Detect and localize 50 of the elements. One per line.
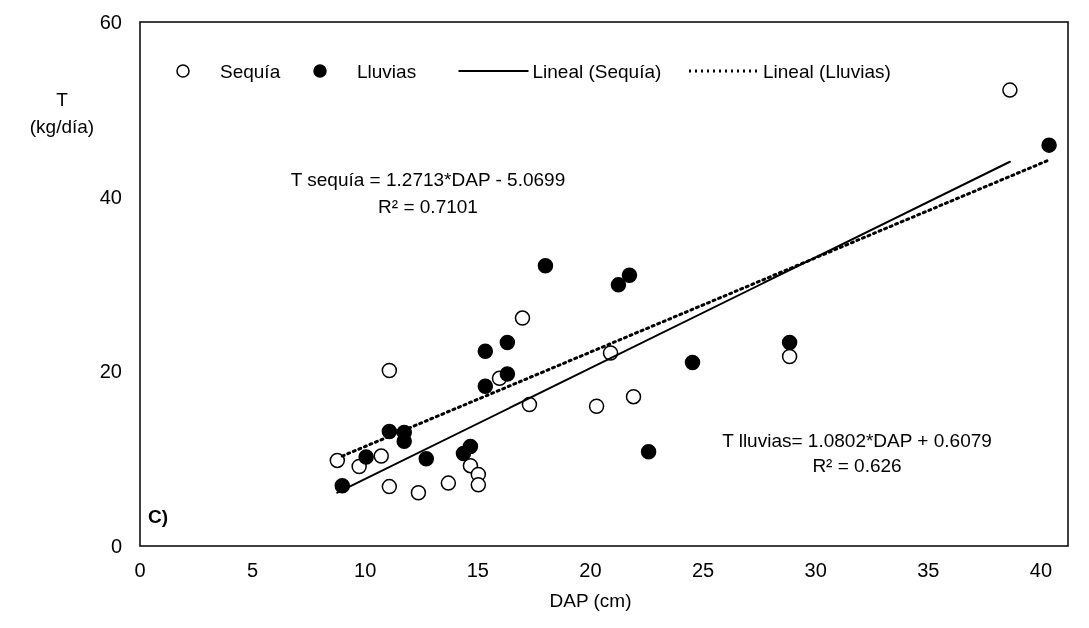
annotation: R² = 0.626 (812, 455, 902, 476)
x-tick-label: 0 (134, 559, 146, 581)
x-tick-label: 25 (691, 559, 715, 581)
y-axis-title: T (kg/día) (29, 89, 95, 137)
point (470, 477, 487, 493)
y-tick-label: 0 (110, 535, 122, 557)
point (781, 334, 798, 351)
y-tick-label: 40 (99, 185, 122, 208)
point (588, 398, 605, 415)
point (418, 450, 435, 467)
point (381, 478, 398, 495)
point (381, 362, 398, 379)
legend-label: Lluvias (357, 61, 417, 82)
point (410, 484, 427, 501)
legend-label: Lineal (Lluvias) (763, 61, 891, 82)
point (621, 267, 638, 284)
x-tick-label: 40 (1029, 559, 1053, 581)
point (514, 310, 531, 326)
point (684, 354, 701, 371)
point (477, 378, 494, 394)
x-tick-label: 35 (917, 559, 940, 581)
x-tick-label: 10 (354, 559, 377, 581)
x-tick-label: 5 (247, 559, 259, 581)
annotation: R² = 0.7101 (378, 196, 478, 217)
point (640, 443, 657, 460)
point (1041, 137, 1057, 153)
legend-label: Sequía (220, 61, 281, 82)
point (373, 448, 389, 464)
point (625, 388, 642, 405)
point (358, 449, 374, 465)
point (499, 366, 516, 382)
legend-label: Lineal (Sequía) (532, 61, 662, 82)
y-tick-label: 60 (99, 11, 122, 33)
point (1002, 82, 1018, 98)
x-tick-label: 15 (466, 559, 489, 581)
point (477, 343, 494, 359)
point (440, 475, 457, 491)
annotation: T lluvias= 1.0802*DAP + 0.6079 (722, 430, 992, 451)
x-tick-label: 20 (579, 559, 602, 581)
point (781, 348, 798, 365)
annotation: T sequía = 1.2713*DAP - 5.0699 (290, 169, 566, 190)
point (537, 257, 554, 274)
y-tick-label: 20 (99, 360, 122, 383)
point (610, 277, 627, 293)
point (329, 452, 346, 469)
x-tick-label: 30 (804, 559, 827, 581)
annotation: C) (148, 506, 169, 527)
point (499, 334, 516, 351)
x-axis-title: DAP (cm) (549, 590, 632, 611)
point (462, 438, 479, 455)
